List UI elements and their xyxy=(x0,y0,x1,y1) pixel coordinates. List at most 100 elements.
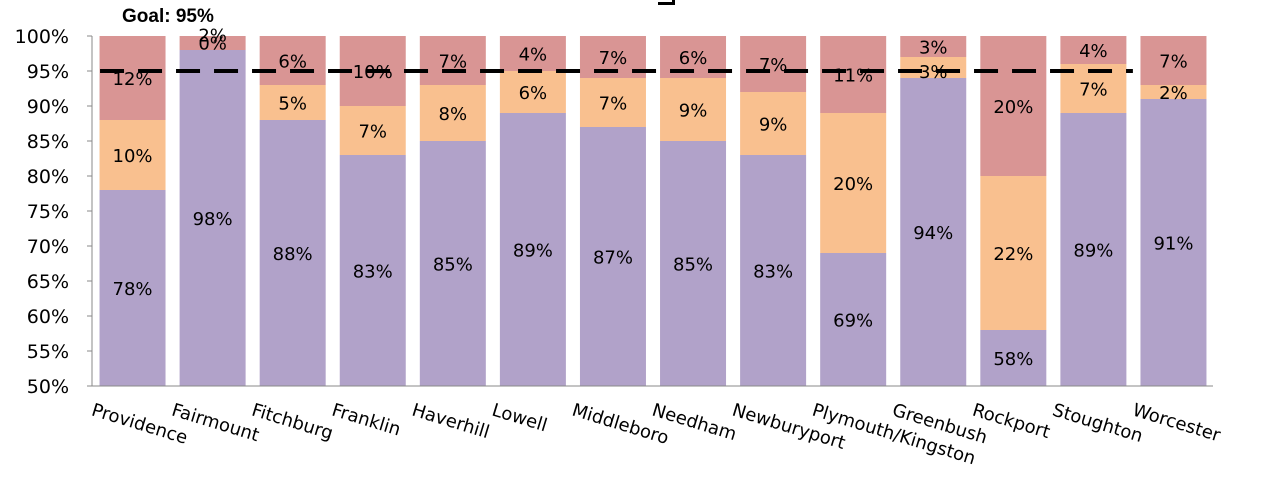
bar-segment xyxy=(980,36,1047,176)
bar-value-label: 5% xyxy=(278,94,307,115)
bar-segment xyxy=(740,92,807,155)
bar-value-label: 3% xyxy=(919,38,948,59)
y-tick-label: 50% xyxy=(27,376,69,398)
bar-segment xyxy=(820,113,887,253)
bar-labels: 78%10%12%98%0%2%88%5%6%83%7%10%85%8%7%89… xyxy=(113,26,1194,370)
bar-value-label: 7% xyxy=(1079,80,1108,101)
bar-segment xyxy=(980,176,1047,330)
bar-value-label: 89% xyxy=(1073,241,1113,262)
bar-value-label: 69% xyxy=(833,311,873,332)
bar-value-label: 4% xyxy=(519,45,548,66)
bar-value-label: 22% xyxy=(993,244,1033,265)
x-category-label: Worcester xyxy=(1130,400,1223,447)
bar-value-label: 6% xyxy=(519,83,548,104)
bar-segment xyxy=(499,71,566,113)
x-category-label: Haverhill xyxy=(409,400,491,443)
bars xyxy=(99,36,1207,386)
bar-value-label: 7% xyxy=(439,52,468,73)
bar-segment xyxy=(99,190,166,386)
bar-segment xyxy=(339,155,406,386)
bar-value-label: 83% xyxy=(753,262,793,283)
bar-value-label: 89% xyxy=(513,241,553,262)
y-tick-label: 60% xyxy=(27,306,69,328)
y-axis: 50% 55% 60% 65% 70% 75% 80% 85% 90% 95% 100% xyxy=(15,26,93,398)
goal-label: Goal: 95% xyxy=(122,6,214,27)
bar-segment xyxy=(419,36,486,85)
bar-segment xyxy=(579,127,646,386)
bar-value-label: 83% xyxy=(353,262,393,283)
bar-value-label: 4% xyxy=(1079,41,1108,62)
bar-segment xyxy=(499,113,566,386)
bar-segment xyxy=(99,36,166,120)
bar-segment xyxy=(820,36,887,113)
bar-segment xyxy=(179,36,246,50)
title-fragment xyxy=(648,0,688,8)
bar-segment xyxy=(259,120,326,386)
y-tick-label: 70% xyxy=(27,236,69,258)
bar-segment xyxy=(259,36,326,85)
bar-segment xyxy=(419,141,486,386)
bar-value-label: 7% xyxy=(1159,52,1188,73)
bar-value-label: 91% xyxy=(1153,234,1193,255)
bar-segment xyxy=(579,78,646,127)
bar-segment xyxy=(820,253,887,386)
y-tick-label: 100% xyxy=(15,26,69,48)
bar-segment xyxy=(740,36,807,92)
bar-value-label: 2% xyxy=(198,26,227,47)
bar-value-label: 58% xyxy=(993,349,1033,370)
bar-value-label: 11% xyxy=(833,66,873,87)
y-tick-label: 65% xyxy=(27,271,69,293)
bar-value-label: 0% xyxy=(198,33,227,54)
y-tick-label: 80% xyxy=(27,166,69,188)
bar-segment xyxy=(740,155,807,386)
bar-segment xyxy=(1060,36,1127,64)
bar-value-label: 6% xyxy=(679,48,708,69)
bar-segment xyxy=(499,36,566,71)
bar-value-label: 94% xyxy=(913,223,953,244)
bar-segment xyxy=(179,50,246,386)
bar-segment xyxy=(900,78,967,386)
bar-segment xyxy=(99,120,166,190)
bar-value-label: 2% xyxy=(1159,83,1188,104)
bar-value-label: 88% xyxy=(273,244,313,265)
bar-value-label: 6% xyxy=(278,52,307,73)
x-category-label: Lowell xyxy=(489,400,549,437)
x-category-label: Stoughton xyxy=(1050,400,1145,447)
bar-segment xyxy=(339,106,406,155)
bar-segment xyxy=(980,330,1047,386)
bar-value-label: 20% xyxy=(833,174,873,195)
bar-segment xyxy=(1140,36,1207,85)
y-tick-label: 85% xyxy=(27,131,69,153)
bar-segment xyxy=(660,78,727,141)
bar-value-label: 10% xyxy=(113,146,153,167)
y-tick-label: 90% xyxy=(27,96,69,118)
bar-value-label: 9% xyxy=(759,115,788,136)
x-category-label: Fitchburg xyxy=(249,400,335,445)
bar-segment xyxy=(419,85,486,141)
bar-segment xyxy=(259,85,326,120)
y-tick-label: 55% xyxy=(27,341,69,363)
y-tick-label: 95% xyxy=(27,61,69,83)
bar-value-label: 3% xyxy=(919,62,948,83)
bar-value-label: 85% xyxy=(673,255,713,276)
bar-value-label: 7% xyxy=(599,94,628,115)
bar-value-label: 9% xyxy=(679,101,708,122)
bar-value-label: 87% xyxy=(593,248,633,269)
x-category-label: Franklin xyxy=(329,400,403,441)
bar-value-label: 12% xyxy=(113,69,153,90)
bar-value-label: 85% xyxy=(433,255,473,276)
bar-value-label: 7% xyxy=(599,48,628,69)
bar-segment xyxy=(1060,113,1127,386)
y-tick-label: 75% xyxy=(27,201,69,223)
bar-segment xyxy=(1140,99,1207,386)
bar-value-label: 20% xyxy=(993,97,1033,118)
bar-value-label: 78% xyxy=(113,279,153,300)
bar-segment xyxy=(660,141,727,386)
bar-value-label: 8% xyxy=(439,104,468,125)
bar-segment xyxy=(900,36,967,57)
bar-segment xyxy=(1140,85,1207,99)
bar-value-label: 98% xyxy=(193,209,233,230)
